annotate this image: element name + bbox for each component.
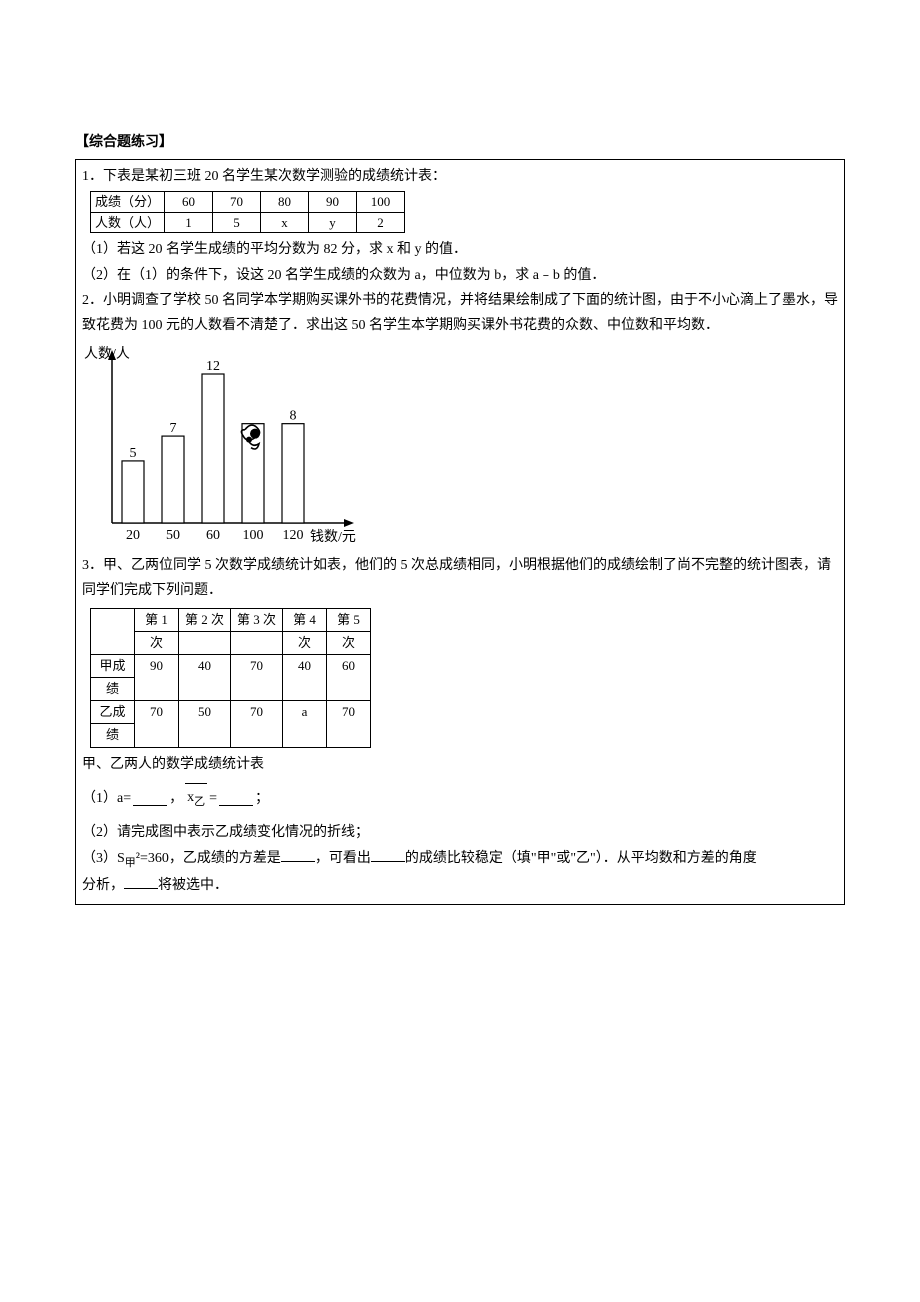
q3-sub1: （1）a= ， x乙 = ；	[82, 785, 838, 813]
q3-sub1-post: ；	[255, 786, 269, 811]
q3-jia-label2: 绩	[91, 678, 135, 701]
q3-h: 次	[327, 631, 371, 654]
svg-text:人数/人: 人数/人	[84, 346, 130, 362]
q3-h: 第 1	[135, 608, 179, 631]
svg-text:钱数/元: 钱数/元	[310, 529, 356, 545]
svg-text:8: 8	[290, 409, 297, 424]
q3-header-blank	[91, 608, 135, 654]
q2-prompt: 2．小明调查了学校 50 名同学本学期购买课外书的花费情况，并将结果绘制成了下面…	[82, 288, 838, 338]
bar-chart-svg: 人数/人钱数/元 5 20 7 50 12 60 100 8 120	[82, 344, 362, 549]
table-row: 第 1 第 2 次 第 3 次 第 4 第 5	[91, 608, 371, 631]
blank-field[interactable]	[281, 848, 315, 862]
q3-cell: 40	[283, 654, 327, 700]
q3-h: 次	[283, 631, 327, 654]
section-title: 【综合题练习】	[75, 130, 845, 155]
q3-h: 第 4	[283, 608, 327, 631]
q3-jia-label1: 甲成	[91, 654, 135, 677]
q1-cell: 60	[165, 192, 213, 213]
q3-sub3-line1: （3）S甲²=360，乙成绩的方差是，可看出的成绩比较稳定（填"甲"或"乙"）．…	[82, 846, 838, 874]
blank-field[interactable]	[124, 875, 158, 889]
q3-caption: 甲、乙两人的数学成绩统计表	[82, 752, 838, 777]
svg-text:100: 100	[243, 528, 264, 543]
q2-chart: 人数/人钱数/元 5 20 7 50 12 60 100 8 120	[82, 344, 838, 549]
q3-h: 第 5	[327, 608, 371, 631]
q3-cell: 50	[179, 701, 231, 747]
q1-row2-label: 人数（人）	[91, 212, 165, 233]
q3-h	[231, 631, 283, 654]
q1-table: 成绩（分） 60 70 80 90 100 人数（人） 1 5 x y 2	[90, 191, 405, 233]
x-bar-yi: x乙	[185, 785, 207, 813]
q3-h: 次	[135, 631, 179, 654]
q3-cell: 60	[327, 654, 371, 700]
q1-sub2: （2）在（1）的条件下，设这 20 名学生成绩的众数为 a，中位数为 b，求 a…	[82, 263, 838, 288]
q3-sub3-line2: 分析， 将被选中．	[82, 873, 838, 898]
q3-sub3-l2a: 分析，	[82, 878, 124, 893]
q3-sub3-a: （3）S	[82, 851, 125, 866]
table-row: 乙成 70 50 70 a 70	[91, 701, 371, 724]
q3-cell: a	[283, 701, 327, 747]
q3-sub3-d: 的成绩比较稳定（填"甲"或"乙"）．从平均数和方差的角度	[405, 851, 757, 866]
q1-prompt: 1．下表是某初三班 20 名学生某次数学测验的成绩统计表：	[82, 164, 838, 189]
q3-sub1-mid: ，	[169, 786, 183, 811]
blank-field[interactable]	[133, 792, 167, 806]
q3-h	[179, 631, 231, 654]
q1-cell: y	[309, 212, 357, 233]
table-row: 甲成 90 40 70 40 60	[91, 654, 371, 677]
q1-cell: 100	[357, 192, 405, 213]
q3-cell: 70	[135, 701, 179, 747]
svg-text:120: 120	[283, 528, 304, 543]
svg-text:50: 50	[166, 528, 180, 543]
q1-cell: x	[261, 212, 309, 233]
q3-cell: 70	[231, 701, 283, 747]
q1-sub1: （1）若这 20 名学生成绩的平均分数为 82 分，求 x 和 y 的值．	[82, 237, 838, 262]
q1-cell: 70	[213, 192, 261, 213]
svg-text:20: 20	[126, 528, 140, 543]
q3-yi-label2: 绩	[91, 724, 135, 747]
q3-sub1-pre: （1）a=	[82, 786, 131, 811]
svg-text:60: 60	[206, 528, 220, 543]
q3-table: 第 1 第 2 次 第 3 次 第 4 第 5 次 次 次 甲成 90 40 7…	[90, 608, 371, 748]
q1-cell: 80	[261, 192, 309, 213]
blank-field[interactable]	[219, 792, 253, 806]
content-box: 1．下表是某初三班 20 名学生某次数学测验的成绩统计表： 成绩（分） 60 7…	[75, 159, 845, 905]
q3-sub3-sub: 甲	[125, 856, 136, 868]
q1-cell: 1	[165, 212, 213, 233]
svg-text:5: 5	[130, 446, 137, 461]
svg-text:7: 7	[170, 421, 177, 436]
table-row: 人数（人） 1 5 x y 2	[91, 212, 405, 233]
q1-cell: 90	[309, 192, 357, 213]
q1-cell: 2	[357, 212, 405, 233]
q3-cell: 70	[231, 654, 283, 700]
q3-prompt: 3．甲、乙两位同学 5 次数学成绩统计如表，他们的 5 次总成绩相同，小明根据他…	[82, 553, 838, 603]
q3-sub3-b: =360，乙成绩的方差是	[140, 851, 281, 866]
table-row: 成绩（分） 60 70 80 90 100	[91, 192, 405, 213]
q3-sub1-eq: =	[209, 786, 217, 811]
q3-h: 第 2 次	[179, 608, 231, 631]
blank-field[interactable]	[371, 848, 405, 862]
q3-yi-label1: 乙成	[91, 701, 135, 724]
svg-text:12: 12	[206, 359, 220, 374]
q3-sub2: （2）请完成图中表示乙成绩变化情况的折线；	[82, 820, 838, 845]
xbar-sub: 乙	[194, 796, 205, 808]
q3-sub3-l2b: 将被选中．	[158, 878, 228, 893]
q3-cell: 70	[327, 701, 371, 747]
q3-h: 第 3 次	[231, 608, 283, 631]
q1-cell: 5	[213, 212, 261, 233]
q3-cell: 90	[135, 654, 179, 700]
q1-row1-label: 成绩（分）	[91, 192, 165, 213]
q3-cell: 40	[179, 654, 231, 700]
q3-sub3-c: ，可看出	[315, 851, 371, 866]
